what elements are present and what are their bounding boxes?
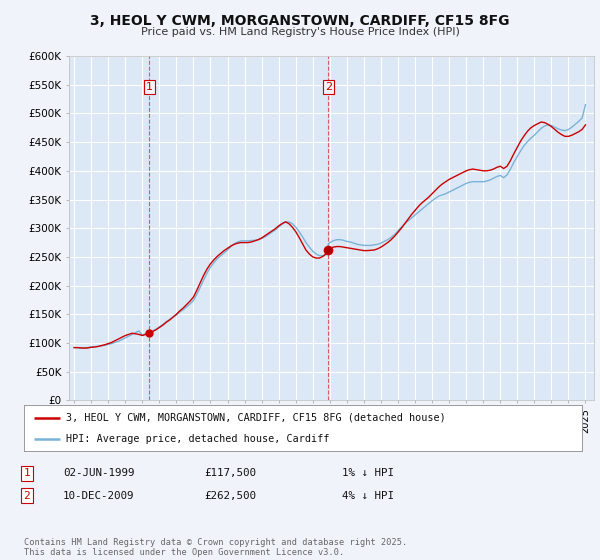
Text: 2: 2: [325, 82, 332, 92]
Text: Contains HM Land Registry data © Crown copyright and database right 2025.
This d: Contains HM Land Registry data © Crown c…: [24, 538, 407, 557]
Text: Price paid vs. HM Land Registry's House Price Index (HPI): Price paid vs. HM Land Registry's House …: [140, 27, 460, 37]
Text: £262,500: £262,500: [204, 491, 256, 501]
Text: 1: 1: [23, 468, 31, 478]
Text: 1% ↓ HPI: 1% ↓ HPI: [342, 468, 394, 478]
Text: 4% ↓ HPI: 4% ↓ HPI: [342, 491, 394, 501]
Text: 10-DEC-2009: 10-DEC-2009: [63, 491, 134, 501]
Text: 3, HEOL Y CWM, MORGANSTOWN, CARDIFF, CF15 8FG (detached house): 3, HEOL Y CWM, MORGANSTOWN, CARDIFF, CF1…: [66, 413, 446, 423]
Text: HPI: Average price, detached house, Cardiff: HPI: Average price, detached house, Card…: [66, 435, 329, 444]
Text: 3, HEOL Y CWM, MORGANSTOWN, CARDIFF, CF15 8FG: 3, HEOL Y CWM, MORGANSTOWN, CARDIFF, CF1…: [90, 14, 510, 28]
Text: £117,500: £117,500: [204, 468, 256, 478]
Text: 2: 2: [23, 491, 31, 501]
Text: 1: 1: [146, 82, 153, 92]
Text: 02-JUN-1999: 02-JUN-1999: [63, 468, 134, 478]
